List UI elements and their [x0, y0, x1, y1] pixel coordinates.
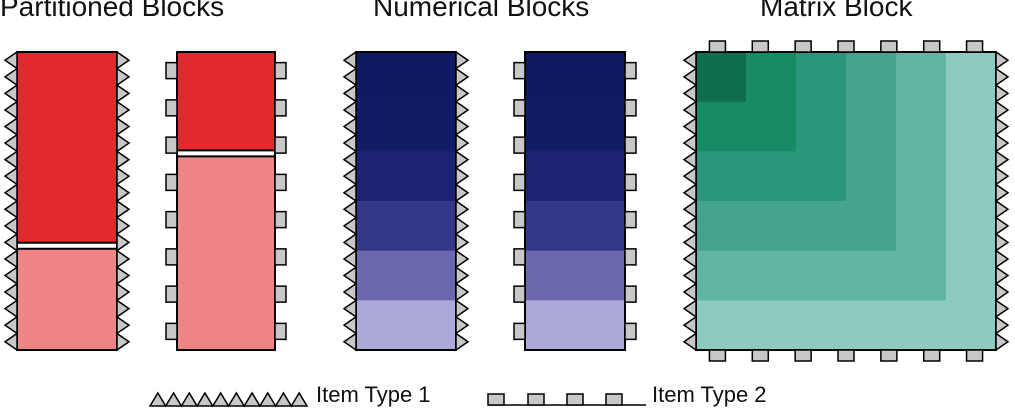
item-type-2-tab	[624, 136, 637, 154]
item-type-2-tab	[837, 40, 855, 53]
square-tab-icon	[487, 393, 646, 406]
item-type-2-tab	[794, 349, 812, 362]
numerical-block-outline	[524, 51, 626, 351]
item-type-2-tab	[794, 40, 812, 53]
numerical-segment-1	[356, 52, 456, 103]
item-type-2-tab	[165, 248, 178, 266]
item-type-2-tab	[513, 99, 526, 117]
partitioned-blocks-title: Partitioned Blocks	[0, 0, 225, 22]
legend-group	[148, 391, 646, 408]
matrix-block-title: Matrix Block	[760, 0, 913, 22]
matrix-top-item-type-2	[708, 40, 984, 53]
partitioned-blocks-group	[3, 50, 287, 352]
legend-tab	[527, 393, 545, 406]
partitioned-block-left-item-type-1	[3, 50, 19, 352]
item-type-2-tab	[513, 210, 526, 229]
item-type-2-tab	[165, 136, 178, 154]
numerical-block-right-item-type-2	[624, 61, 637, 341]
item-type-2-tab	[513, 173, 526, 192]
sawtooth-triangle-icon	[148, 391, 309, 408]
item-type-2-tab	[165, 322, 178, 341]
item-type-2-tab	[965, 349, 984, 362]
numerical-segment-1	[525, 52, 625, 103]
numerical-segment-6	[356, 300, 456, 351]
item-type-2-tab	[880, 40, 898, 53]
numerical-block-left-item-type-2	[513, 61, 526, 341]
numerical-block-right-item-type-1	[454, 50, 470, 352]
item-type-2-tab	[513, 61, 526, 80]
item-type-2-tab	[274, 210, 287, 229]
item-type-2-tab	[880, 349, 898, 362]
item-type-2-tab	[624, 99, 637, 117]
numerical-block-left-item-type-1	[342, 50, 358, 352]
partition-light-segment	[17, 248, 117, 350]
partition-dark-segment	[177, 52, 275, 151]
partitioned-block-1	[3, 50, 131, 352]
numerical-segment-2	[356, 101, 456, 152]
numerical-segment-4	[525, 201, 625, 252]
legend-tab	[566, 393, 584, 406]
partitioned-block-right-item-type-1	[115, 50, 131, 352]
item-type-2-tab	[274, 61, 287, 80]
numerical-segment-6	[525, 300, 625, 351]
numerical-blocks-group	[342, 50, 637, 352]
item-type-2-tab	[274, 173, 287, 192]
item-type-2-tab	[751, 40, 770, 53]
item-type-2-tab	[624, 61, 637, 80]
partitioned-block-right-item-type-2	[274, 61, 287, 341]
item-type-2-tab	[922, 40, 941, 53]
item-type-2-tab	[624, 285, 637, 303]
matrix-right-item-type-1	[994, 50, 1010, 352]
item-type-2-tab	[708, 40, 727, 53]
item-type-2-tab	[513, 136, 526, 154]
numerical-block-1	[342, 50, 470, 352]
numerical-segment-2	[525, 101, 625, 152]
partitioned-block-left-item-type-2	[165, 61, 178, 341]
item-type-2-tab	[837, 349, 855, 362]
numerical-segment-4	[356, 201, 456, 252]
partition-dark-segment	[17, 52, 117, 243]
matrix-left-item-type-1	[682, 50, 698, 352]
numerical-segment-5	[356, 250, 456, 301]
item-type-2-tab	[708, 349, 727, 362]
numerical-block-2	[513, 51, 637, 351]
item-type-2-tab	[274, 248, 287, 266]
item-type-2-tab	[165, 61, 178, 80]
numerical-segment-3	[356, 151, 456, 202]
item-type-2-tab	[624, 248, 637, 266]
item-type-2-tab	[751, 349, 770, 362]
item-type-2-tab	[165, 173, 178, 192]
item-type-2-tab	[274, 99, 287, 117]
legend-tab	[605, 393, 623, 406]
legend-item-type-2-label: Item Type 2	[652, 382, 767, 407]
item-type-2-tab	[965, 40, 984, 53]
legend-item-type-1-label: Item Type 1	[316, 382, 431, 407]
legend-tab	[487, 393, 505, 406]
item-type-2-tab	[513, 248, 526, 266]
numerical-segment-5	[525, 250, 625, 301]
item-type-2-tab	[165, 210, 178, 229]
matrix-level-1	[696, 52, 746, 102]
partitioned-block-2	[165, 51, 287, 351]
item-type-2-tab	[165, 99, 178, 117]
item-type-2-tab	[274, 322, 287, 341]
item-type-2-tab	[624, 173, 637, 192]
matrix-block-group	[682, 40, 1010, 362]
item-type-2-tab	[624, 210, 637, 229]
partition-light-segment	[177, 156, 275, 350]
matrix-bottom-item-type-2	[708, 349, 984, 362]
item-type-2-tab	[274, 285, 287, 303]
item-type-2-tab	[513, 322, 526, 341]
item-type-2-tab	[165, 285, 178, 303]
numerical-segment-3	[525, 151, 625, 202]
partitioned-block-outline	[176, 51, 276, 351]
item-type-2-tab	[624, 322, 637, 341]
numerical-blocks-title: Numerical Blocks	[373, 0, 590, 22]
item-type-2-tab	[274, 136, 287, 154]
item-type-2-tab	[922, 349, 941, 362]
item-type-2-tab	[513, 285, 526, 303]
